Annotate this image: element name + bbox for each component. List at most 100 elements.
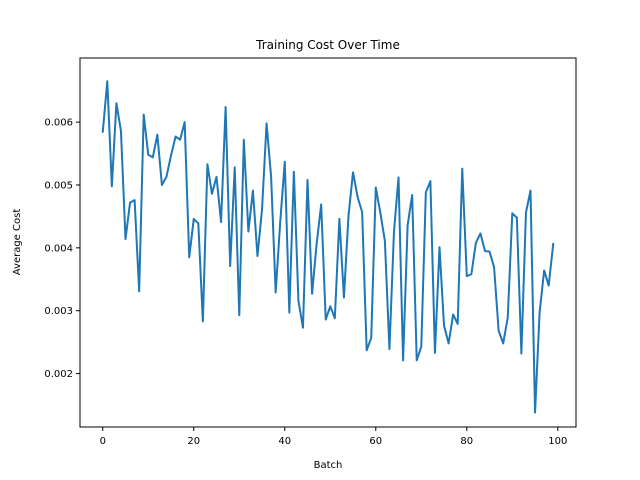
data-point (420, 345, 423, 348)
data-point (347, 214, 350, 217)
data-point (297, 299, 300, 302)
data-point (484, 250, 486, 252)
data-point (306, 179, 309, 181)
data-point (229, 265, 231, 267)
data-point (279, 221, 282, 223)
data-point (397, 176, 400, 179)
data-point (329, 305, 332, 308)
y-tick-label: 0.004 (44, 243, 73, 254)
data-point (174, 135, 177, 138)
data-point (243, 138, 245, 141)
data-point (129, 201, 131, 204)
y-tick-label: 0.003 (44, 306, 73, 317)
data-point (338, 218, 341, 220)
y-tick-label: 0.005 (44, 180, 73, 191)
data-point (425, 191, 427, 194)
data-point (497, 330, 500, 332)
data-point (211, 192, 213, 195)
data-point (343, 296, 345, 299)
data-point (488, 250, 491, 253)
data-point (434, 352, 436, 354)
data-point (197, 222, 200, 225)
y-tick-label: 0.002 (44, 369, 73, 380)
data-point (138, 290, 140, 293)
data-point (142, 113, 145, 116)
data-point (124, 238, 127, 240)
data-point (374, 186, 377, 189)
data-point (247, 230, 250, 233)
data-point (465, 275, 468, 277)
data-point (356, 196, 359, 198)
data-point (106, 80, 109, 83)
data-point (101, 131, 104, 133)
x-axis-title: Batch (314, 460, 343, 471)
data-point (233, 166, 236, 169)
data-point (224, 106, 227, 108)
data-point (516, 216, 518, 219)
data-point (479, 232, 482, 235)
data-point (256, 255, 259, 257)
data-point (161, 184, 163, 186)
data-point (456, 323, 459, 325)
data-point (438, 246, 441, 249)
series-line-0 (101, 80, 555, 414)
data-point (192, 218, 195, 220)
data-point (302, 326, 304, 329)
data-point (152, 156, 154, 159)
y-axis-title: Average Cost (12, 209, 23, 276)
data-point (179, 138, 181, 141)
data-point (293, 170, 295, 173)
data-point (543, 269, 545, 272)
data-point (384, 240, 386, 242)
data-point (406, 224, 409, 227)
x-tick-label: 20 (187, 436, 200, 447)
data-point (202, 320, 204, 323)
data-point (215, 176, 218, 178)
data-point (206, 163, 209, 166)
plot-frame (79, 57, 577, 428)
data-point (388, 348, 391, 350)
data-point (311, 292, 313, 295)
data-point (393, 230, 395, 233)
data-point (238, 314, 241, 316)
data-point (183, 121, 186, 123)
data-point (365, 349, 368, 352)
data-point (370, 336, 373, 339)
data-point (447, 342, 450, 345)
data-point (379, 211, 382, 214)
data-point (188, 256, 191, 259)
data-point (520, 352, 523, 355)
data-point (111, 185, 113, 188)
data-point (165, 176, 168, 178)
data-point (261, 208, 263, 211)
data-point (493, 266, 495, 269)
data-point (283, 160, 286, 163)
data-point (529, 189, 532, 192)
x-tick-label: 0 (100, 436, 106, 447)
data-point (274, 291, 277, 294)
series-layer (101, 80, 555, 414)
data-point (133, 199, 136, 201)
data-point (170, 154, 172, 157)
data-point (352, 171, 354, 174)
y-tick-label: 0.006 (44, 118, 73, 129)
data-point (156, 133, 159, 136)
data-point (265, 122, 268, 125)
data-point (538, 311, 541, 314)
data-point (461, 167, 464, 170)
x-tick-label: 100 (548, 436, 567, 447)
data-point (288, 311, 291, 314)
data-point (475, 242, 477, 244)
chart-title: Training Cost Over Time (255, 38, 400, 52)
data-point (402, 359, 404, 362)
data-point (147, 154, 150, 156)
data-point (411, 194, 413, 196)
data-point (220, 221, 222, 223)
data-point (502, 342, 504, 345)
x-tick-label: 60 (369, 436, 382, 447)
x-tick-label: 80 (460, 436, 473, 447)
data-point (443, 324, 445, 327)
data-point (120, 130, 122, 132)
